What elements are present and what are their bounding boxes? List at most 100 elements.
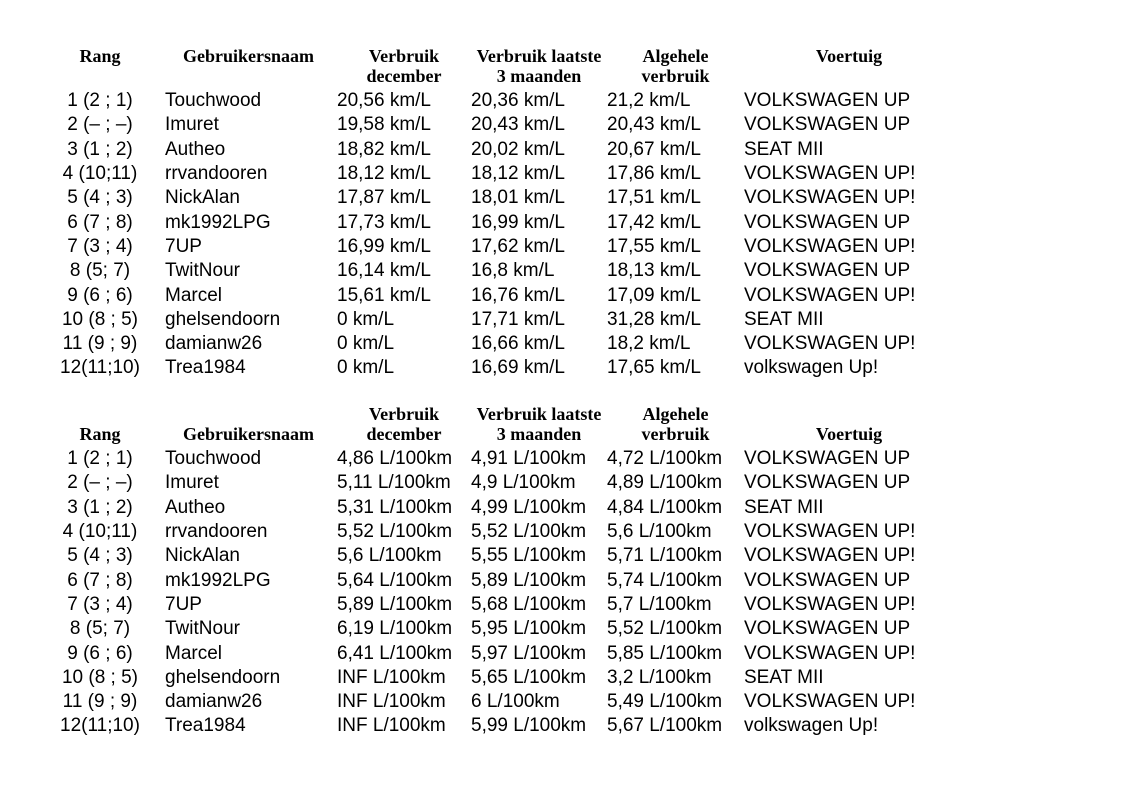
table-row: 12(11;10) Trea1984 INF L/100km 5,99 L/100km… <box>40 714 954 738</box>
column-header-vehicle: Voertuig <box>744 46 954 89</box>
cell-all: 5,85 L/100km <box>607 642 723 664</box>
header-line: Voertuig <box>815 46 883 66</box>
cell-rank: 1 (2 ; 1) <box>67 448 133 470</box>
cell-user: Trea1984 <box>165 357 246 379</box>
table-row: 6 (7 ; 8) mk1992LPG 5,64 L/100km 5,89 L/100… <box>40 568 954 592</box>
table-row: 4 (10;11) rrvandooren 5,52 L/100km 5,52 L/1… <box>40 520 954 544</box>
column-header-consumption-december: Verbruik december <box>337 404 471 447</box>
cell-dec: 17,87 km/L <box>337 187 431 209</box>
cell-veh: VOLKSWAGEN UP! <box>744 187 916 209</box>
cell-user: TwitNour <box>165 618 240 640</box>
table-row: 9 (6 ; 6) Marcel 15,61 km/L 16,76 km/L 17,09… <box>40 283 954 307</box>
cell-veh: VOLKSWAGEN UP <box>744 90 911 112</box>
cell-all: 5,7 L/100km <box>607 593 712 615</box>
ranking-table-liter-per-100km: Rang Gebruikersnaam Verbruik december Ve… <box>40 404 954 739</box>
column-header-vehicle: Voertuig <box>744 404 954 447</box>
table-header: Rang Gebruikersnaam Verbruik december Ve… <box>40 404 954 447</box>
table-header: Rang Gebruikersnaam Verbruik december Ve… <box>40 46 954 89</box>
cell-m3: 5,52 L/100km <box>471 521 587 543</box>
cell-veh: SEAT MII <box>744 138 824 160</box>
header-line <box>160 66 337 86</box>
cell-all: 17,65 km/L <box>607 357 701 379</box>
cell-all: 5,6 L/100km <box>607 521 712 543</box>
cell-rank: 5 (4 ; 3) <box>67 187 133 209</box>
header-line: Rang <box>79 424 121 444</box>
cell-veh: VOLKSWAGEN UP <box>744 260 911 282</box>
cell-user: Marcel <box>165 284 223 306</box>
cell-rank: 10 (8 ; 5) <box>61 308 139 330</box>
table-row: 8 (5; 7) TwitNour 6,19 L/100km 5,95 L/100km… <box>40 617 954 641</box>
column-header-overall-consumption: Algehele verbruik <box>607 46 744 89</box>
cell-m3: 5,95 L/100km <box>471 618 587 640</box>
header-line: Verbruik laatste <box>476 46 602 66</box>
table-row: 3 (1 ; 2) Autheo 18,82 km/L 20,02 km/L 20,67… <box>40 138 954 162</box>
cell-veh: VOLKSWAGEN UP <box>744 569 911 591</box>
cell-all: 4,72 L/100km <box>607 448 723 470</box>
table-body: 1 (2 ; 1) Touchwood 20,56 km/L 20,36 km/L 21… <box>40 89 954 381</box>
cell-all: 17,55 km/L <box>607 235 701 257</box>
column-header-rank: Rang <box>40 404 160 447</box>
header-line: Rang <box>79 46 121 66</box>
table-row: 5 (4 ; 3) NickAlan 17,87 km/L 18,01 km/L 17,… <box>40 186 954 210</box>
column-header-username: Gebruikersnaam <box>160 404 337 447</box>
cell-user: mk1992LPG <box>165 211 271 233</box>
cell-m3: 5,97 L/100km <box>471 642 587 664</box>
cell-all: 3,2 L/100km <box>607 666 712 688</box>
cell-rank: 11 (9 ; 9) <box>62 691 138 713</box>
header-line: 3 maanden <box>496 66 582 86</box>
cell-m3: 18,01 km/L <box>471 187 565 209</box>
cell-rank: 6 (7 ; 8) <box>67 569 133 591</box>
table-row: 12(11;10) Trea1984 0 km/L 16,69 km/L 17,65 k… <box>40 356 954 380</box>
cell-all: 5,49 L/100km <box>607 691 723 713</box>
cell-all: 4,89 L/100km <box>607 472 723 494</box>
table-row: 8 (5; 7) TwitNour 16,14 km/L 16,8 km/L 18,13… <box>40 259 954 283</box>
cell-veh: VOLKSWAGEN UP <box>744 211 911 233</box>
header-line: Gebruikersnaam <box>182 424 314 444</box>
cell-user: ghelsendoorn <box>165 666 281 688</box>
cell-all: 17,86 km/L <box>607 163 701 185</box>
cell-all: 31,28 km/L <box>607 308 701 330</box>
header-line: Verbruik laatste <box>476 404 602 424</box>
cell-m3: 18,12 km/L <box>471 163 565 185</box>
cell-user: Trea1984 <box>165 715 246 737</box>
column-header-consumption-last-3-months: Verbruik laatste 3 maanden <box>471 404 607 447</box>
table-row: 9 (6 ; 6) Marcel 6,41 L/100km 5,97 L/100km 5… <box>40 641 954 665</box>
cell-user: damianw26 <box>165 333 263 355</box>
cell-veh: VOLKSWAGEN UP <box>744 448 911 470</box>
cell-user: Touchwood <box>165 90 262 112</box>
column-header-username: Gebruikersnaam <box>160 46 337 89</box>
cell-rank: 12(11;10) <box>60 715 140 737</box>
header-line: verbruik <box>641 66 710 86</box>
cell-m3: 4,91 L/100km <box>471 448 587 470</box>
header-line <box>744 66 954 86</box>
cell-veh: VOLKSWAGEN UP! <box>744 235 916 257</box>
cell-user: damianw26 <box>165 691 263 713</box>
cell-m3: 5,65 L/100km <box>471 666 587 688</box>
cell-m3: 20,43 km/L <box>471 114 565 136</box>
cell-veh: VOLKSWAGEN UP! <box>744 593 916 615</box>
table-row: 10 (8 ; 5) ghelsendoorn INF L/100km 5,65 L/… <box>40 666 954 690</box>
cell-dec: 0 km/L <box>337 357 395 379</box>
cell-user: rrvandooren <box>165 521 268 543</box>
cell-dec: 5,64 L/100km <box>337 569 453 591</box>
cell-dec: 19,58 km/L <box>337 114 431 136</box>
cell-all: 4,84 L/100km <box>607 496 723 518</box>
cell-m3: 16,69 km/L <box>471 357 565 379</box>
table-row: 5 (4 ; 3) NickAlan 5,6 L/100km 5,55 L/100km… <box>40 544 954 568</box>
table-row: 1 (2 ; 1) Touchwood 20,56 km/L 20,36 km/L 21… <box>40 89 954 113</box>
table-row: 6 (7 ; 8) mk1992LPG 17,73 km/L 16,99 km/L 17… <box>40 210 954 234</box>
cell-m3: 5,99 L/100km <box>471 715 587 737</box>
table-row: 10 (8 ; 5) ghelsendoorn 0 km/L 17,71 km/L 31… <box>40 308 954 332</box>
cell-m3: 17,62 km/L <box>471 235 565 257</box>
cell-m3: 16,66 km/L <box>471 333 565 355</box>
table-row: 11 (9 ; 9) damianw26 INF L/100km 6 L/100km 5… <box>40 690 954 714</box>
header-line: Algehele <box>642 404 709 424</box>
cell-rank: 10 (8 ; 5) <box>61 666 139 688</box>
cell-veh: volkswagen Up! <box>744 715 879 737</box>
header-line <box>160 404 337 424</box>
cell-dec: 17,73 km/L <box>337 211 431 233</box>
header-line <box>744 404 954 424</box>
cell-rank: 9 (6 ; 6) <box>67 642 133 664</box>
cell-dec: 18,82 km/L <box>337 138 431 160</box>
